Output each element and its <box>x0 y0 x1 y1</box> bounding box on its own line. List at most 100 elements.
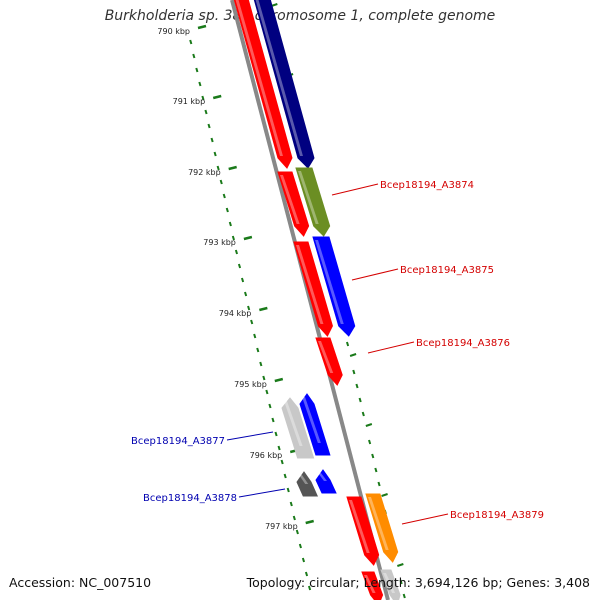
gene-label-forward[interactable]: Bcep18194_A3875 <box>400 265 494 276</box>
ruler-tick-label: 795 kbp <box>234 380 267 389</box>
ruler-dot <box>259 361 263 367</box>
outer-ruler-dot <box>358 397 362 403</box>
ruler-tick-label: 794 kbp <box>219 309 252 318</box>
gene-label-forward[interactable]: Bcep18194_A3879 <box>450 510 544 521</box>
outer-ruler-dot <box>352 369 356 375</box>
label-leader-line <box>238 488 286 498</box>
ruler-dot <box>253 333 257 339</box>
gene-lightgray-rev[interactable] <box>281 397 315 459</box>
gene-highlight <box>235 0 283 156</box>
outer-ruler-dot <box>377 481 381 487</box>
label-leader-line <box>367 341 415 354</box>
ruler-tick-label: 793 kbp <box>203 238 236 247</box>
ruler-dot <box>307 585 312 591</box>
ruler-dot <box>237 263 242 269</box>
outer-ruler-dot <box>374 467 378 473</box>
ruler-dot <box>207 123 211 129</box>
gene-red-6[interactable] <box>361 571 384 600</box>
ruler-dot <box>240 277 245 283</box>
gene-highlight <box>255 0 303 156</box>
ruler-dot <box>286 487 290 493</box>
ruler-major-tick <box>305 519 314 525</box>
ruler-dot <box>298 543 302 549</box>
gene-highlight <box>368 497 389 550</box>
ruler-dot <box>231 235 235 241</box>
ruler-dot <box>280 459 284 465</box>
gene-highlight <box>302 397 321 443</box>
ruler-dot <box>301 557 306 563</box>
ruler-dot <box>250 319 254 325</box>
ruler-dot <box>192 53 196 59</box>
ruler-major-tick <box>197 24 207 30</box>
gene-navy[interactable] <box>253 0 315 169</box>
gene-highlight <box>298 171 319 224</box>
gene-gray-fwd[interactable] <box>380 569 401 600</box>
label-leader-line <box>401 513 449 525</box>
ruler-dot <box>201 95 205 101</box>
label-leader-line <box>226 431 274 441</box>
gene-highlight <box>280 175 300 224</box>
kbp-ruler: 790 kbp 791 kbp 792 kbp 793 kbp 794 kbp 795 k… <box>157 24 314 591</box>
ruler-dot <box>234 249 239 255</box>
gene-blue-fwd[interactable] <box>312 236 356 337</box>
gene-highlight <box>383 573 396 593</box>
outer-ruler-dot <box>349 353 357 357</box>
ruler-dot <box>271 417 275 423</box>
gene-highlight <box>299 475 309 484</box>
gene-highlight <box>284 401 303 446</box>
outer-ruler-dot <box>381 493 388 497</box>
outer-ruler-dot <box>365 423 373 427</box>
gene-highlight <box>349 500 370 553</box>
gene-red-3[interactable] <box>293 241 333 337</box>
gene-highlight <box>315 240 344 324</box>
gene-features <box>233 0 401 600</box>
accession-text: Accession: NC_007510 <box>9 575 152 590</box>
ruler-dot <box>274 431 278 437</box>
gene-red-1[interactable] <box>233 0 293 169</box>
ruler-major-tick <box>259 306 268 312</box>
label-leader-line <box>351 268 399 281</box>
ruler-tick-label: 791 kbp <box>173 97 206 106</box>
ruler-dot <box>277 445 281 451</box>
gene-red-5[interactable] <box>346 496 380 566</box>
outer-ruler-dot <box>361 411 365 417</box>
genome-title: Burkholderia sp. 383 chromosome 1, compl… <box>104 8 496 24</box>
ruler-dot <box>195 67 199 73</box>
gene-olive[interactable] <box>295 167 331 237</box>
ruler-dot <box>304 571 309 577</box>
gene-highlight <box>318 341 334 373</box>
ruler-dot <box>219 179 223 185</box>
gene-blue-rev-1[interactable] <box>299 393 331 456</box>
ruler-dot <box>265 389 269 395</box>
outer-ruler-dot <box>355 383 359 389</box>
label-leader-line <box>331 183 379 196</box>
gene-darkgray-rev[interactable] <box>296 471 319 497</box>
ruler-dot <box>216 165 220 171</box>
ruler-dot <box>262 375 266 381</box>
ruler-dot <box>247 305 251 311</box>
gene-orange[interactable] <box>365 493 399 563</box>
gene-red-2[interactable] <box>277 171 310 237</box>
gene-red-4[interactable] <box>315 337 343 386</box>
gene-highlight <box>364 575 376 593</box>
outer-ruler-dot <box>368 439 372 445</box>
ruler-major-tick <box>243 235 253 241</box>
ruler-dot <box>225 207 229 213</box>
ruler-dot <box>213 151 217 157</box>
gene-label-reverse[interactable]: Bcep18194_A3877 <box>131 436 225 447</box>
ruler-dot <box>244 291 248 297</box>
gene-label-forward[interactable]: Bcep18194_A3874 <box>380 180 474 191</box>
ruler-dot <box>295 529 299 535</box>
gene-highlight <box>318 473 327 481</box>
gene-blue-rev-2[interactable] <box>315 469 337 494</box>
gene-label-reverse[interactable]: Bcep18194_A3878 <box>143 493 237 504</box>
genome-summary-text: Topology: circular; Length: 3,694,126 bp… <box>246 575 590 590</box>
gene-label-forward[interactable]: Bcep18194_A3876 <box>416 338 510 349</box>
ruler-dot <box>268 403 272 409</box>
ruler-dot <box>210 137 214 143</box>
ruler-dot <box>289 501 293 507</box>
ruler-tick-label: 797 kbp <box>265 522 298 531</box>
outer-ruler-dot <box>345 341 350 347</box>
ruler-dot <box>189 39 193 45</box>
